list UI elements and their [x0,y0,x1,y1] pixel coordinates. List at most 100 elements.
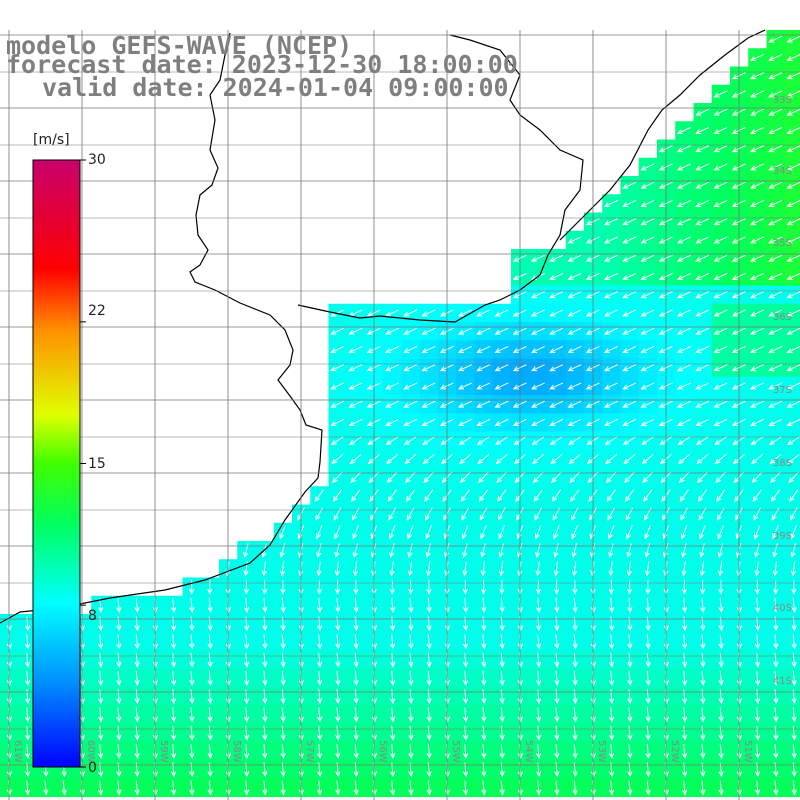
wind-arrow [280,579,286,595]
wind-arrow [622,436,636,446]
wind-arrow [189,762,195,778]
wind-arrow [389,707,396,723]
wind-arrow [786,35,800,43]
wind-arrow [477,453,490,465]
wind-arrow [353,634,359,650]
wind-arrow [262,725,268,741]
wind-arrow [243,616,250,632]
wind-arrow [681,652,688,668]
wind-arrow [695,327,710,335]
wind-arrow [642,471,653,484]
wind-arrow [262,670,268,686]
wind-arrow [603,382,618,390]
wind-arrow [403,382,418,390]
colorbar-tick-0: 0 [88,760,97,776]
wind-arrow [640,291,655,299]
wind-arrow [718,743,724,759]
wind-arrow [676,254,691,262]
wind-arrow [749,145,764,153]
wind-arrow [243,780,250,796]
wind-arrow [554,597,560,613]
wind-arrow [457,364,472,372]
wind-arrow [316,780,323,796]
wind-arrow [571,525,578,540]
colorbar-tick-30: 30 [88,152,106,168]
wind-arrow [715,471,726,484]
wind-arrow [645,780,651,796]
wind-arrow [551,489,562,502]
wind-arrow [768,291,783,299]
wind-arrow [750,418,764,426]
wind-arrow [603,327,618,335]
wind-arrow [389,579,395,595]
wind-arrow [116,597,122,613]
wind-arrow [421,418,436,426]
wind-arrow [134,634,140,650]
wind-arrow [316,597,323,613]
wind-arrow [24,762,31,778]
wind-arrow [643,507,652,521]
lat-label: 40S [772,603,792,614]
wind-arrow [622,418,637,426]
forecast-date: forecast date: 2023-12-30 18:00:00 [6,50,518,79]
wind-arrow [786,309,800,317]
wind-arrow [700,597,706,613]
lon-label: 54W [523,740,534,763]
wind-arrow [553,561,559,577]
wind-arrow [695,400,710,408]
wind-arrow [243,707,250,723]
wind-arrow [262,743,268,759]
wind-arrow [554,762,560,778]
wind-arrow [627,652,633,668]
wind-arrow [717,525,724,540]
wind-arrow [43,780,49,796]
wind-arrow [262,689,268,705]
wind-arrow [535,725,542,741]
wind-arrow [462,725,469,741]
wind-arrow [385,436,399,446]
wind-arrow [407,561,413,577]
wind-arrow [421,309,436,317]
wind-arrow [403,309,418,317]
wind-arrow [645,762,651,778]
wind-arrow [549,400,564,408]
wind-arrow [695,126,710,134]
wind-arrow [499,762,505,778]
wind-arrow [716,507,725,521]
wind-arrow [480,525,487,540]
wind-arrow [768,309,783,317]
wind-arrow [335,652,341,668]
wind-arrow [280,689,286,705]
wind-arrow [699,579,706,595]
wind-arrow [645,616,651,632]
wind-arrow [786,236,800,244]
wind-arrow [700,780,706,796]
wind-arrow [330,400,345,408]
wind-arrow [462,561,468,577]
wind-arrow [607,525,615,540]
wind-arrow [572,780,578,796]
wind-arrow [316,652,323,668]
wind-arrow [567,345,582,353]
wind-arrow [718,762,724,778]
wind-arrow [768,436,782,446]
wind-arrow [626,561,632,577]
wind-arrow [170,762,177,778]
wind-arrow [786,272,800,280]
wind-arrow [481,707,487,723]
wind-arrow [786,108,800,116]
wind-arrow [749,364,764,372]
wind-arrow [554,670,560,686]
wind-arrow [679,489,689,502]
wind-arrow [773,616,779,632]
wind-arrow [641,453,654,465]
wind-arrow [280,652,286,668]
wind-cell [784,595,800,615]
wind-arrow [530,327,545,335]
wind-cell [784,778,800,797]
wind-arrow [335,597,341,613]
wind-arrow [134,725,140,741]
wind-arrow [554,689,560,705]
wind-arrow [499,689,505,705]
